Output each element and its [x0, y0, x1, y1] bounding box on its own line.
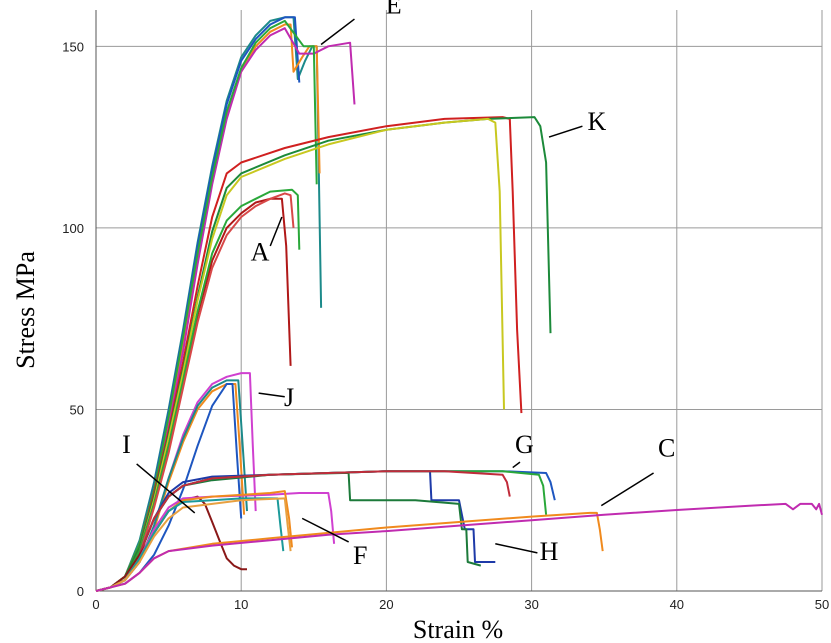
annotation-leader-E [320, 18, 355, 46]
x-tick-label-3: 30 [524, 597, 538, 612]
x-axis-label: Strain % [413, 615, 503, 643]
annotation-leader-A [269, 216, 283, 247]
series-line-26 [95, 511, 604, 592]
series-line-7 [95, 116, 552, 592]
series-line-5 [95, 19, 318, 592]
grid-lines [95, 10, 823, 592]
annotation-leader-F [301, 517, 349, 543]
tick-labels: 0 10 20 30 40 50 0 50 100 150 [62, 39, 829, 612]
y-tick-label-3: 150 [62, 39, 84, 54]
x-tick-label-1: 10 [234, 597, 248, 612]
annotation-label-G: G [515, 430, 534, 459]
annotation-label-E: E [386, 0, 402, 20]
series-group [95, 16, 823, 592]
x-tick-label-5: 50 [815, 597, 829, 612]
y-tick-label-2: 100 [62, 221, 84, 236]
x-tick-label-4: 40 [670, 597, 684, 612]
annotation-label-F: F [353, 541, 367, 570]
annotation-label-A: A [251, 238, 270, 267]
annotation-leader-H [495, 543, 538, 554]
series-line-19 [95, 470, 548, 592]
annotation-leader-J [258, 392, 285, 398]
annotation-label-I: I [122, 430, 131, 459]
y-axis-label: Stress MPa [11, 251, 40, 369]
x-tick-label-2: 20 [379, 597, 393, 612]
annotations: E K A J I G C F H [122, 0, 675, 570]
annotation-label-K: K [588, 107, 607, 136]
annotation-leader-I [136, 463, 196, 514]
series-line-22 [95, 492, 336, 592]
annotation-leader-K [548, 125, 583, 138]
x-tick-label-0: 0 [92, 597, 99, 612]
y-tick-label-0: 0 [77, 584, 84, 599]
series-line-25 [95, 497, 292, 592]
annotation-label-H: H [540, 537, 559, 566]
y-tick-label-1: 50 [70, 402, 84, 417]
annotation-leader-C [600, 472, 654, 507]
annotation-label-C: C [658, 434, 675, 463]
series-line-27 [95, 502, 823, 592]
annotation-leader-G [512, 461, 521, 469]
annotation-label-J: J [284, 383, 294, 412]
